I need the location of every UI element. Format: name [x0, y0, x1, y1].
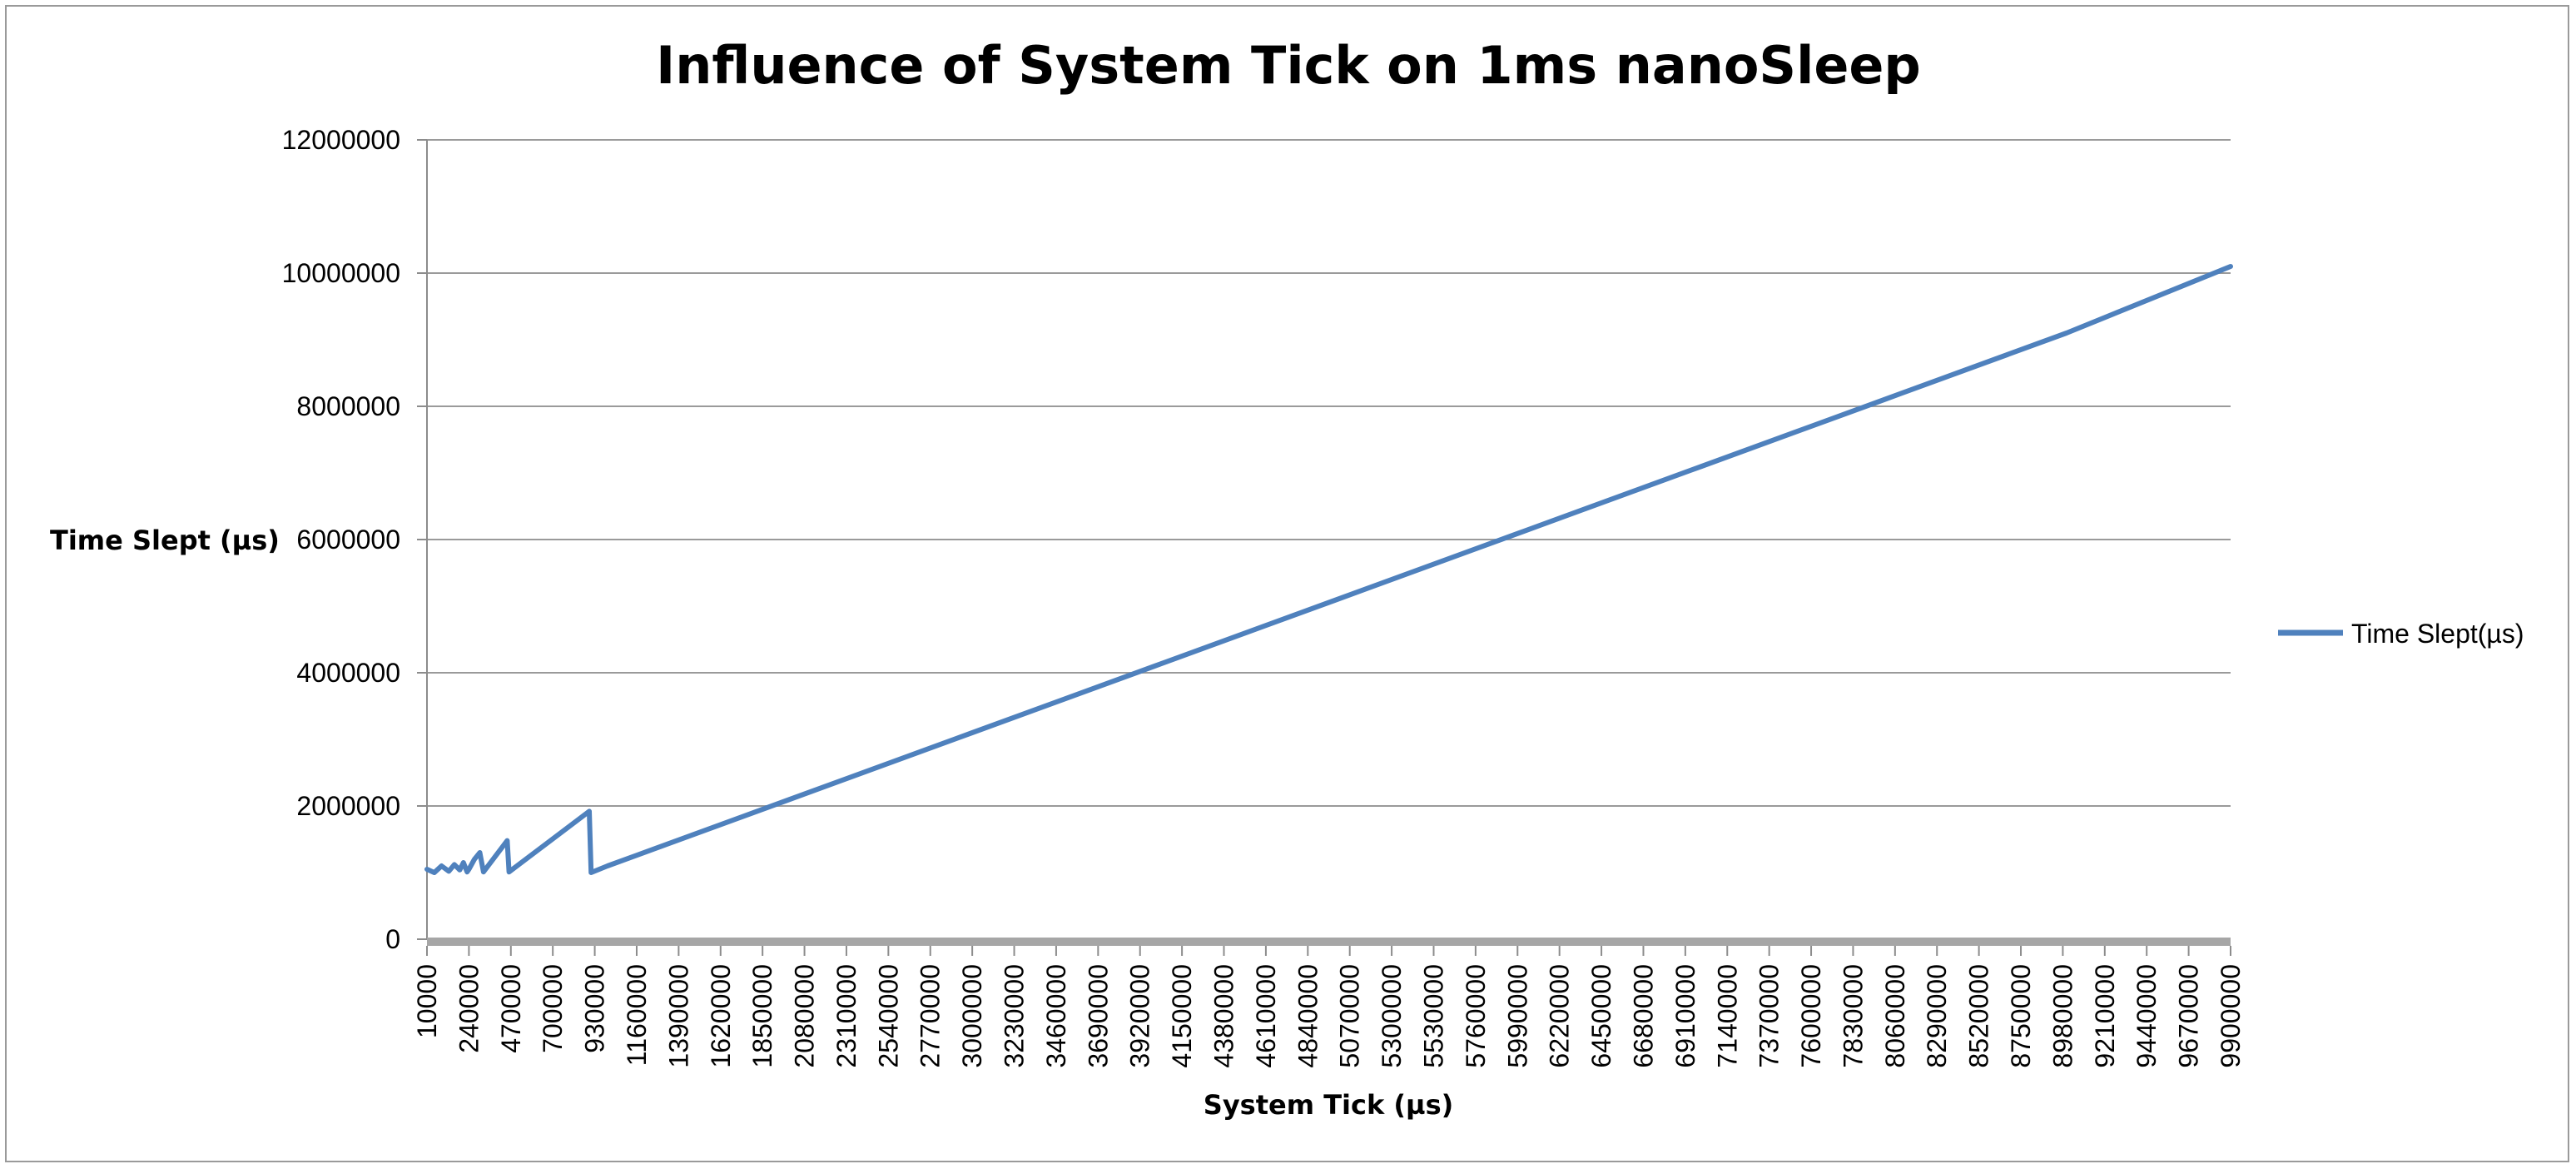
x-tick-label: 240000 — [454, 964, 484, 1053]
x-axis-line — [427, 938, 2231, 946]
x-tick-label: 5070000 — [1335, 964, 1365, 1068]
x-tick-label: 3460000 — [1041, 964, 1071, 1068]
x-tick-label: 9210000 — [2090, 964, 2120, 1068]
x-tick-label: 8980000 — [2047, 964, 2077, 1068]
x-tick-labels: 10000 240000 470000 700000 930000 1160000 1390… — [412, 964, 2246, 1068]
x-tick-label: 8750000 — [2006, 964, 2036, 1068]
y-tick-label: 2000000 — [296, 791, 400, 821]
gridlines — [417, 139, 2231, 956]
x-tick-label: 2770000 — [916, 964, 946, 1068]
x-tick-label: 1390000 — [663, 964, 693, 1068]
x-tick-label: 7830000 — [1838, 964, 1868, 1068]
x-tick-label: 7140000 — [1712, 964, 1742, 1068]
x-tick-label: 2540000 — [873, 964, 903, 1068]
x-tick-label: 7600000 — [1796, 964, 1826, 1068]
y-tick-label: 4000000 — [296, 658, 400, 688]
x-tick-label: 930000 — [580, 964, 610, 1053]
x-tick-label: 6680000 — [1628, 964, 1658, 1068]
x-tick-label: 9670000 — [2174, 964, 2204, 1068]
x-tick-label: 1160000 — [622, 964, 652, 1066]
y-tick-label: 0 — [385, 924, 400, 954]
x-tick-label: 5300000 — [1377, 964, 1407, 1068]
x-tick-label: 9900000 — [2216, 964, 2246, 1068]
x-tick-label: 4380000 — [1209, 964, 1239, 1068]
x-axis-label: System Tick (µs) — [1204, 1089, 1453, 1121]
x-tick-label: 700000 — [538, 964, 568, 1053]
y-tick-label: 10000000 — [282, 258, 400, 288]
x-tick-label: 3920000 — [1125, 964, 1155, 1068]
x-tick-label: 7370000 — [1755, 964, 1784, 1068]
y-tick-label: 12000000 — [282, 125, 400, 155]
x-tick-label: 1620000 — [706, 964, 736, 1068]
legend: Time Slept(µs) — [2278, 619, 2524, 649]
x-tick-label: 3230000 — [1000, 964, 1030, 1068]
y-axis-label: Time Slept (µs) — [50, 525, 280, 556]
x-tick-label: 4840000 — [1293, 964, 1323, 1068]
y-tick-label: 6000000 — [296, 525, 400, 555]
x-tick-label: 6910000 — [1670, 964, 1700, 1068]
x-tick-label: 470000 — [496, 964, 526, 1053]
x-tick-label: 2310000 — [831, 964, 861, 1068]
y-tick-labels: 0 2000000 4000000 6000000 8000000 10000000 120… — [282, 125, 400, 954]
x-tick-label: 5990000 — [1502, 964, 1532, 1068]
x-tick-label: 8520000 — [1964, 964, 1994, 1068]
x-tick-label: 5530000 — [1418, 964, 1448, 1068]
x-tick-label: 6450000 — [1586, 964, 1616, 1068]
x-tick-label: 1850000 — [747, 964, 777, 1068]
x-tick-label: 4150000 — [1167, 964, 1197, 1068]
x-tick-label: 5760000 — [1461, 964, 1491, 1068]
chart-frame — [5, 5, 2569, 1162]
x-tick-label: 10000 — [412, 964, 442, 1038]
y-tick-label: 8000000 — [296, 391, 400, 421]
x-tick-label: 8060000 — [1880, 964, 1910, 1068]
x-tick-label: 2080000 — [790, 964, 820, 1068]
series-line — [424, 264, 2233, 875]
x-tick-label: 9440000 — [2132, 964, 2162, 1068]
x-tick-label: 6220000 — [1545, 964, 1575, 1068]
x-tick-label: 8290000 — [1922, 964, 1952, 1068]
series-group — [424, 264, 2233, 875]
x-tick-label: 3000000 — [957, 964, 987, 1068]
x-tick-label: 4610000 — [1251, 964, 1281, 1068]
chart-title: Influence of System Tick on 1ms nanoSlee… — [656, 35, 1921, 96]
x-tick-label: 3690000 — [1083, 964, 1113, 1068]
legend-label: Time Slept(µs) — [2351, 619, 2524, 649]
